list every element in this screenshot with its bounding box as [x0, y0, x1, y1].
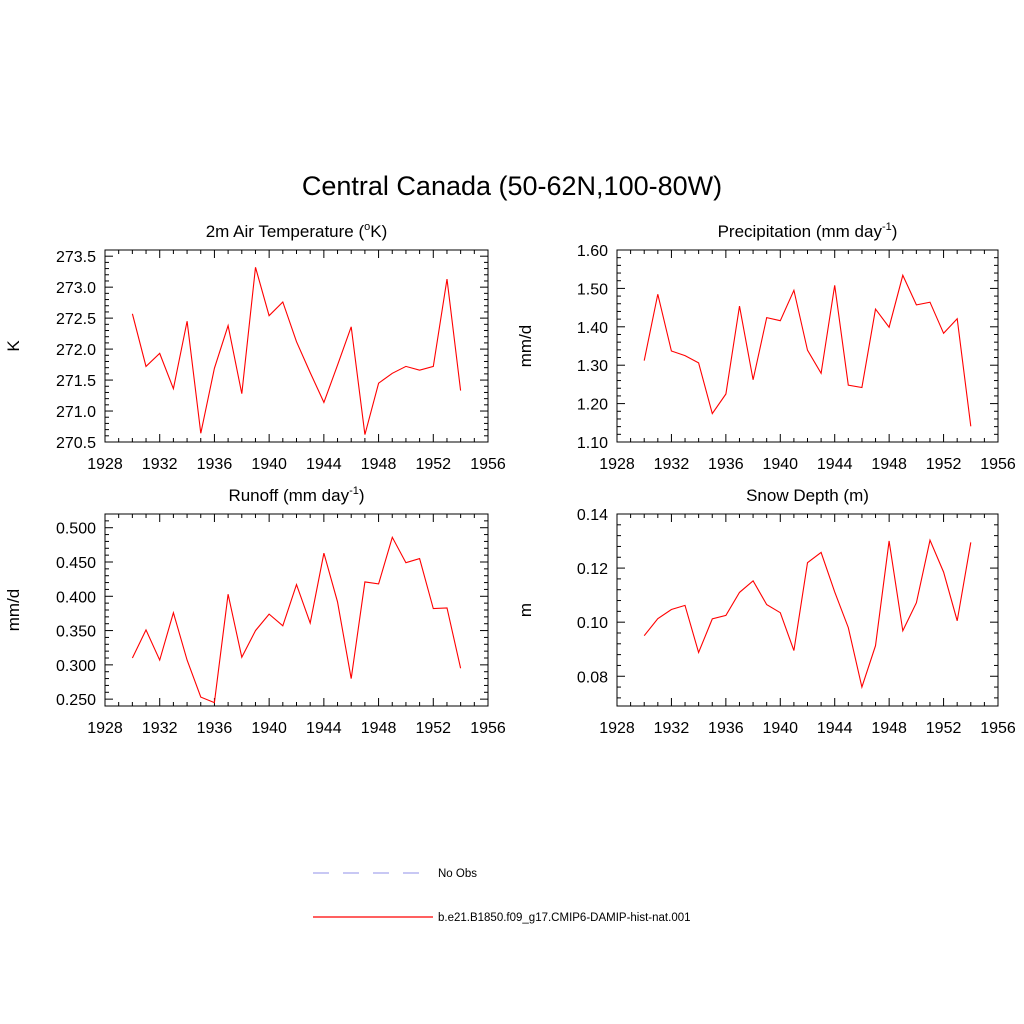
y-tick-label: 1.20	[577, 397, 608, 414]
y-tick-label: 0.400	[56, 589, 96, 606]
legend-label-model: b.e21.B1850.f09_g17.CMIP6-DAMIP-hist-nat…	[438, 912, 691, 924]
y-tick-label: 1.60	[577, 243, 608, 260]
x-tick-label: 1956	[980, 456, 1016, 473]
x-tick-label: 1940	[251, 456, 287, 473]
panel-air-temperature: 1928 1932 1936 1940 1944 1948 1952 1956 270.5 271…	[4, 221, 506, 473]
x-tick-label: 1932	[142, 456, 178, 473]
panel-title-tail: K)	[370, 222, 387, 241]
series-line	[643, 538, 972, 690]
y-tick-label: 0.12	[577, 561, 608, 578]
x-tick-label: 1956	[980, 720, 1016, 737]
x-tick-label: 1948	[361, 720, 397, 737]
y-tick-label: 0.14	[577, 507, 608, 524]
legend: No Obs b.e21.B1850.f09_g17.CMIP6-DAMIP-h…	[313, 868, 691, 924]
panel-title-text: Precipitation (mm day	[718, 222, 883, 241]
panel-title-text: Runoff (mm day	[228, 486, 349, 505]
panel-title-superscript: o	[364, 221, 370, 233]
y-tick-label: 0.500	[56, 521, 96, 538]
x-tick-label: 1952	[926, 720, 962, 737]
panel-title-text: 2m Air Temperature (	[206, 222, 365, 241]
y-axis-label: m	[516, 603, 535, 617]
panel-title: Runoff (mm day-1)	[228, 485, 364, 505]
x-tick-label: 1952	[415, 720, 451, 737]
legend-item-no-obs: No Obs	[313, 868, 477, 880]
panel-runoff: 1928 1932 1936 1940 1944 1948 1952 1956 0.250 0.3…	[4, 485, 506, 737]
x-tick-label: 1940	[251, 720, 287, 737]
x-tick-label: 1940	[762, 456, 798, 473]
y-axis-label: mm/d	[4, 589, 23, 632]
plot-frame	[616, 513, 999, 707]
x-tick-label: 1948	[871, 720, 907, 737]
y-tick-label: 1.50	[577, 281, 608, 298]
legend-label-no-obs: No Obs	[438, 868, 477, 880]
series-line	[643, 273, 972, 427]
y-tick-label: 273.0	[56, 280, 96, 297]
panel-title: 2m Air Temperature (oK)	[206, 221, 388, 241]
y-tick-label: 272.0	[56, 342, 96, 359]
panel-title-superscript: -1	[349, 485, 359, 497]
x-tick-label: 1952	[926, 456, 962, 473]
y-tick-label: 0.250	[56, 692, 96, 709]
panels: 1928 1932 1936 1940 1944 1948 1952 1956 270.5 271…	[4, 221, 1016, 737]
plot-frame	[104, 249, 489, 443]
y-tick-label: 271.0	[56, 404, 96, 421]
panel-snow-depth: 1928 1932 1936 1940 1944 1948 1952 1956 0.08 0.10…	[516, 486, 1016, 737]
x-tick-label: 1956	[470, 456, 506, 473]
x-tick-label: 1948	[361, 456, 397, 473]
panel-title-superscript: -1	[882, 221, 892, 233]
panel-title: Snow Depth (m)	[746, 486, 869, 505]
plot-frame	[104, 513, 489, 707]
y-tick-label: 271.5	[56, 373, 96, 390]
x-tick-label: 1944	[306, 456, 342, 473]
x-tick-label: 1940	[762, 720, 798, 737]
panel-precipitation: 1928 1932 1936 1940 1944 1948 1952 1956 1.10 1.20…	[516, 221, 1016, 473]
x-tick-label: 1944	[817, 456, 853, 473]
x-tick-label: 1928	[87, 720, 123, 737]
y-tick-label: 1.30	[577, 358, 608, 375]
y-tick-label: 272.5	[56, 311, 96, 328]
y-tick-label: 0.300	[56, 658, 96, 675]
plot-frame	[616, 249, 999, 443]
x-tick-label: 1928	[599, 456, 635, 473]
y-tick-label: 0.450	[56, 555, 96, 572]
y-axis-label: K	[4, 340, 23, 352]
x-tick-label: 1948	[871, 456, 907, 473]
panel-title-tail: )	[892, 222, 898, 241]
x-tick-label: 1936	[708, 456, 744, 473]
panel-title-text: Snow Depth (m)	[746, 486, 869, 505]
y-axis-label: mm/d	[516, 325, 535, 368]
x-tick-label: 1932	[654, 456, 690, 473]
x-tick-label: 1928	[599, 720, 635, 737]
legend-item-model: b.e21.B1850.f09_g17.CMIP6-DAMIP-hist-nat…	[313, 912, 691, 924]
panel-title-tail: )	[359, 486, 365, 505]
x-tick-label: 1956	[470, 720, 506, 737]
x-tick-label: 1944	[306, 720, 342, 737]
series-line	[131, 535, 462, 704]
series-line	[131, 267, 462, 435]
x-tick-label: 1932	[142, 720, 178, 737]
y-tick-label: 273.5	[56, 249, 96, 266]
y-tick-label: 270.5	[56, 435, 96, 452]
x-tick-label: 1936	[197, 456, 233, 473]
x-tick-label: 1932	[654, 720, 690, 737]
x-tick-label: 1928	[87, 456, 123, 473]
x-tick-label: 1936	[708, 720, 744, 737]
x-tick-label: 1944	[817, 720, 853, 737]
y-tick-label: 1.40	[577, 320, 608, 337]
figure-title: Central Canada (50-62N,100-80W)	[301, 171, 723, 201]
y-tick-label: 0.350	[56, 624, 96, 641]
y-tick-label: 0.08	[577, 669, 608, 686]
y-tick-label: 1.10	[577, 435, 608, 452]
x-tick-label: 1952	[415, 456, 451, 473]
panel-title: Precipitation (mm day-1)	[718, 221, 898, 241]
x-tick-label: 1936	[197, 720, 233, 737]
y-tick-label: 0.10	[577, 615, 608, 632]
